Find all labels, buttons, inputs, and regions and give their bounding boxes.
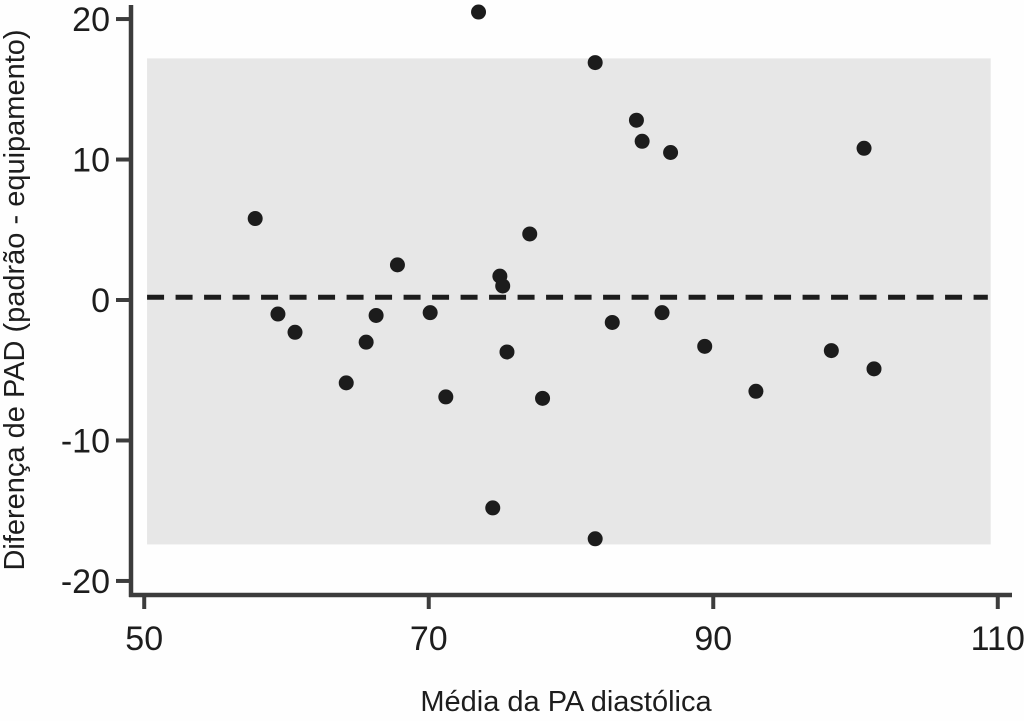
data-point [438, 389, 454, 405]
data-point [866, 361, 882, 377]
data-point [358, 334, 374, 350]
data-point [247, 211, 263, 227]
x-tick-label: 90 [694, 620, 732, 658]
data-point [522, 226, 538, 242]
data-point [748, 383, 764, 399]
data-point [663, 145, 679, 160]
data-point [499, 344, 515, 360]
data-point [368, 307, 384, 323]
y-tick-label: -20 [61, 563, 110, 601]
data-point [287, 324, 303, 340]
data-point [628, 112, 644, 128]
x-axis-title: Média da PA diastólica [420, 686, 712, 718]
x-tick-label: 110 [971, 620, 1024, 658]
data-point [471, 4, 487, 20]
y-tick-label: -10 [61, 422, 110, 460]
y-tick-label: 10 [72, 142, 110, 180]
x-tick-label: 70 [410, 620, 448, 658]
data-point [535, 390, 551, 406]
data-point [654, 305, 670, 321]
data-point [634, 133, 650, 149]
y-tick-label: 20 [72, 1, 110, 39]
data-point [587, 55, 603, 71]
x-tick-label: 50 [125, 620, 163, 658]
plot-area: -20 -10 0 10 20 50 70 90 110 [61, 1, 1024, 658]
y-tick-label: 0 [91, 282, 110, 320]
data-point [338, 375, 354, 391]
y-axis-title: Diferença de PAD (padrão - equipamento) [0, 29, 31, 570]
data-point [587, 531, 603, 547]
data-point [485, 500, 501, 516]
data-point [823, 343, 839, 359]
data-point [495, 278, 511, 294]
data-point [604, 314, 620, 330]
agreement-band [147, 58, 991, 545]
data-point [856, 140, 872, 156]
data-point [270, 306, 286, 322]
data-point [422, 305, 438, 321]
data-point [697, 338, 713, 354]
data-point [389, 257, 405, 273]
